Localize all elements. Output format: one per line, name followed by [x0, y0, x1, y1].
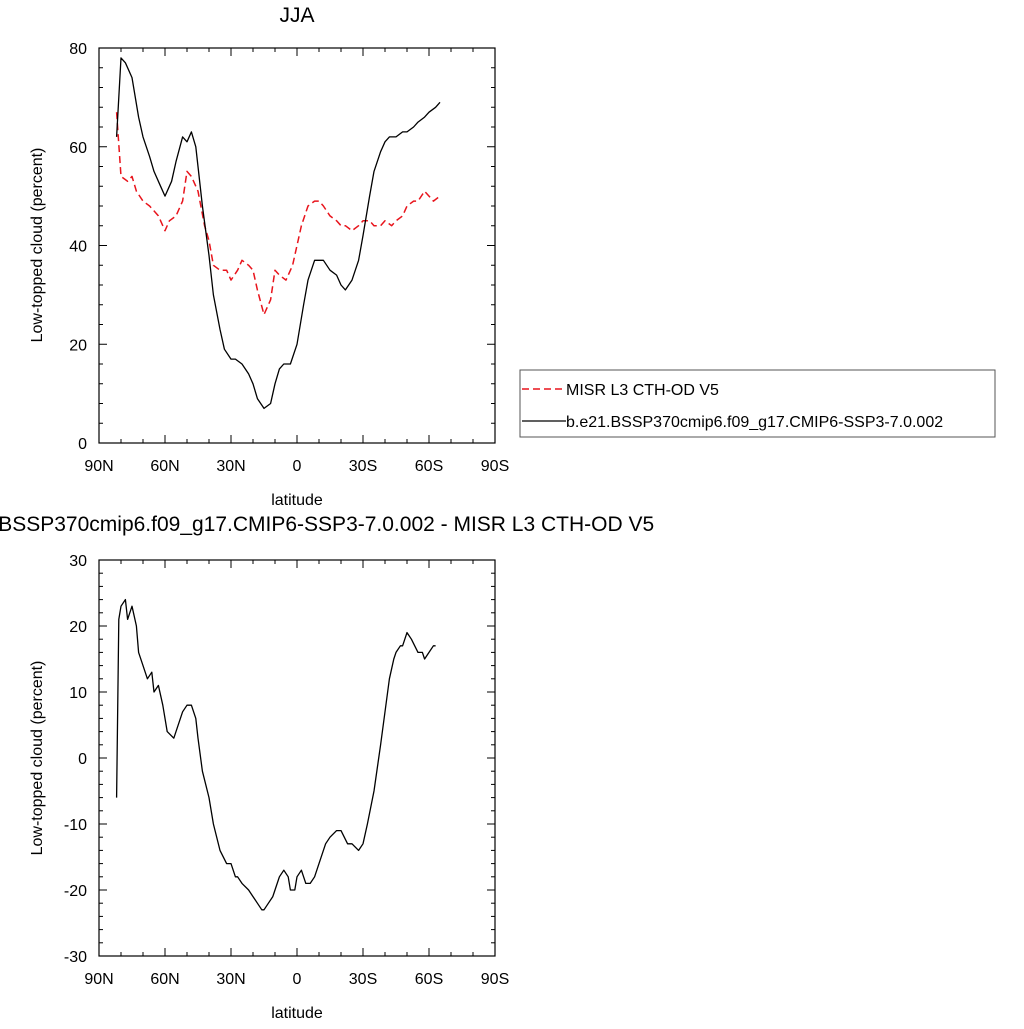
bottom-panel: b.e21.BSSP370cmip6.f09_g17.CMIP6-SSP3-7.…: [0, 513, 654, 1022]
bottom-x-tick-label: 0: [293, 971, 302, 988]
top-y-tick-label: 60: [69, 140, 87, 157]
bottom-series-group: [115, 598, 436, 911]
legend-label-misr: MISR L3 CTH-OD V5: [566, 382, 719, 399]
top-x-tick-label: 90S: [481, 458, 509, 475]
bottom-x-tick-label: 90N: [84, 971, 113, 988]
bottom-x-tick-label: 90S: [481, 971, 509, 988]
top-x-tick-label: 30N: [216, 458, 245, 475]
bottom-series-model-solid-line: [115, 598, 436, 911]
top-y-tick-label: 80: [69, 41, 87, 58]
bottom-y-axis-label: Low-topped cloud (percent): [29, 661, 46, 856]
bottom-x-axis-label: latitude: [271, 1005, 323, 1022]
bottom-y-tick-label: -20: [64, 883, 87, 900]
top-axis-ticks: 90N 60N 30N 0 30S 60S 90S 0 20 40 60 80: [69, 41, 509, 475]
top-x-tick-label: 30S: [349, 458, 377, 475]
legend-label-model: b.e21.BSSP370cmip6.f09_g17.CMIP6-SSP3-7.…: [566, 414, 943, 431]
bottom-y-tick-label: 10: [69, 685, 87, 702]
bottom-y-tick-label: -10: [64, 817, 87, 834]
top-y-tick-label: 0: [78, 436, 87, 453]
top-x-tick-label: 90N: [84, 458, 113, 475]
bottom-plot-frame: [98, 559, 496, 957]
legend-box: [519, 369, 996, 438]
bottom-x-tick-label: 60S: [415, 971, 443, 988]
top-x-tick-label: 60N: [150, 458, 179, 475]
top-x-tick-label: 60S: [415, 458, 443, 475]
bottom-y-tick-label: 0: [78, 751, 87, 768]
bottom-y-tick-label: 30: [69, 553, 87, 570]
bottom-y-tick-label: -30: [64, 949, 87, 966]
top-chart-title: JJA: [279, 4, 314, 27]
bottom-x-tick-label: 60N: [150, 971, 179, 988]
top-y-axis-label: Low-topped cloud (percent): [29, 148, 46, 343]
top-x-axis-label: latitude: [271, 492, 323, 509]
bottom-x-tick-label: 30S: [349, 971, 377, 988]
top-series-misr-dashed-line: [115, 112, 441, 316]
top-x-tick-label: 0: [293, 458, 302, 475]
legend: MISR L3 CTH-OD V5 b.e21.BSSP370cmip6.f09…: [519, 369, 996, 438]
top-series-model-solid-line: [115, 57, 441, 410]
top-series-group: [115, 57, 441, 410]
bottom-chart-title: b.e21.BSSP370cmip6.f09_g17.CMIP6-SSP3-7.…: [0, 513, 654, 536]
top-y-tick-label: 20: [69, 337, 87, 354]
bottom-y-tick-label: 20: [69, 619, 87, 636]
bottom-x-tick-label: 30N: [216, 971, 245, 988]
bottom-axis-ticks: 90N 60N 30N 0 30S 60S 90S -30 -20 -10 0 10 20 30: [64, 553, 509, 988]
top-y-tick-label: 40: [69, 239, 87, 256]
top-panel: JJA 90N 60N 30N 0 30S 60S 90S 0 20 40 60 80 latitud…: [29, 4, 509, 509]
